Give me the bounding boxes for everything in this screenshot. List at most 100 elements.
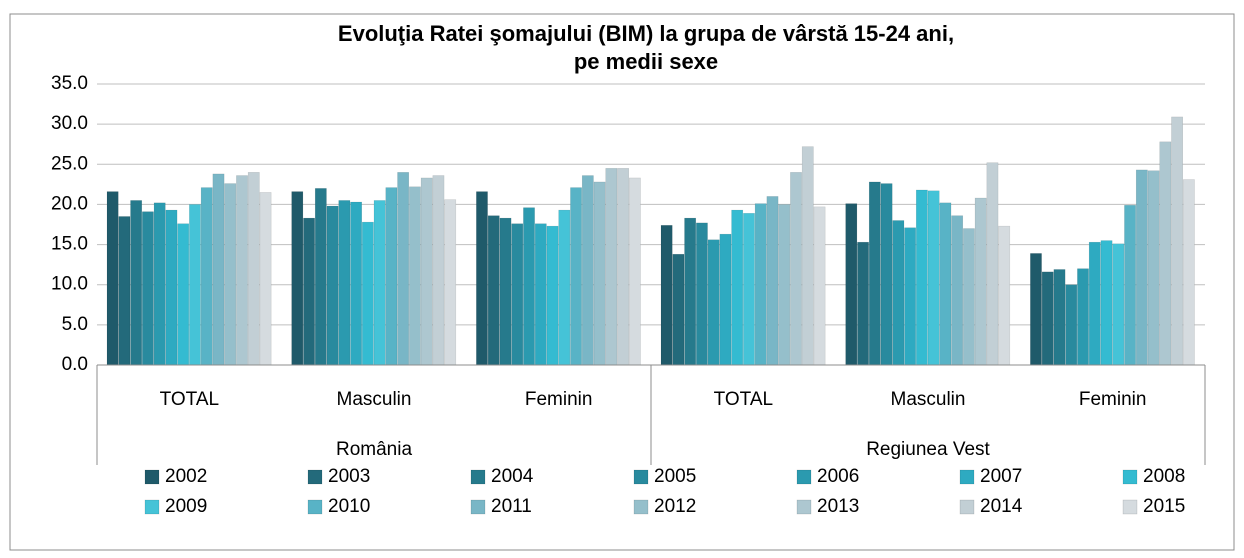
legend-label: 2005 bbox=[654, 466, 696, 487]
y-tick-label: 15.0 bbox=[51, 234, 88, 255]
bar bbox=[487, 215, 500, 366]
bar bbox=[719, 233, 732, 366]
legend-label: 2013 bbox=[817, 496, 859, 517]
bar bbox=[778, 204, 791, 366]
bar bbox=[1147, 170, 1160, 366]
bar bbox=[743, 213, 755, 366]
legend-label: 2014 bbox=[980, 496, 1023, 517]
bar bbox=[813, 206, 826, 366]
bar bbox=[790, 172, 802, 366]
bar bbox=[338, 200, 351, 366]
bar bbox=[660, 225, 673, 366]
bar bbox=[177, 223, 190, 366]
legend-swatch bbox=[796, 499, 812, 515]
bar bbox=[696, 222, 708, 366]
bar bbox=[904, 227, 916, 366]
bar bbox=[754, 203, 767, 366]
bar bbox=[130, 200, 143, 366]
legend-swatch bbox=[1122, 499, 1138, 515]
bar bbox=[1100, 240, 1113, 366]
bar bbox=[236, 175, 248, 366]
legend-swatch bbox=[144, 469, 160, 485]
bar bbox=[350, 201, 362, 366]
bar bbox=[927, 190, 940, 366]
bar bbox=[998, 225, 1011, 366]
bar bbox=[189, 204, 201, 366]
bar bbox=[617, 168, 629, 366]
legend-swatch bbox=[470, 469, 486, 485]
legend-swatch bbox=[470, 499, 486, 515]
bar bbox=[857, 241, 869, 366]
bar bbox=[1053, 269, 1066, 366]
bar bbox=[314, 188, 327, 366]
y-tick-label: 0.0 bbox=[62, 354, 88, 375]
y-tick-label: 25.0 bbox=[51, 153, 88, 174]
bar bbox=[986, 162, 999, 366]
legend-label: 2003 bbox=[328, 466, 370, 487]
legend-label: 2009 bbox=[165, 496, 207, 517]
bar bbox=[570, 187, 582, 366]
bar bbox=[880, 183, 893, 366]
legend-label: 2006 bbox=[817, 466, 859, 487]
bar bbox=[1077, 268, 1089, 366]
bar bbox=[684, 217, 697, 366]
bar bbox=[1135, 169, 1148, 366]
legend-label: 2015 bbox=[1143, 496, 1185, 517]
x-tick-label: Feminin bbox=[525, 389, 593, 410]
bar bbox=[106, 191, 119, 366]
legend-label: 2008 bbox=[1143, 466, 1185, 487]
legend-label: 2010 bbox=[328, 496, 370, 517]
bar bbox=[224, 183, 237, 366]
legend-swatch bbox=[1122, 469, 1138, 485]
bar bbox=[373, 200, 386, 366]
bar bbox=[432, 175, 445, 366]
bar bbox=[291, 191, 304, 366]
bar bbox=[707, 239, 720, 366]
legend-swatch bbox=[144, 499, 160, 515]
x-tick-label: Masculin bbox=[337, 389, 412, 410]
bar bbox=[420, 177, 433, 366]
bar bbox=[118, 216, 131, 366]
bar bbox=[963, 228, 975, 366]
group-label: Regiunea Vest bbox=[866, 439, 990, 460]
legend-label: 2004 bbox=[491, 466, 534, 487]
legend-swatch bbox=[633, 469, 649, 485]
legend-label: 2011 bbox=[491, 496, 532, 517]
bar bbox=[444, 199, 457, 366]
bar bbox=[511, 223, 524, 366]
group-label: România bbox=[336, 439, 412, 460]
bar bbox=[303, 217, 315, 366]
bar bbox=[974, 197, 987, 366]
bar bbox=[1030, 253, 1042, 366]
bar bbox=[951, 215, 964, 366]
x-tick-label: TOTAL bbox=[160, 389, 219, 410]
bar bbox=[142, 211, 154, 366]
bar bbox=[892, 220, 905, 366]
bar bbox=[534, 223, 547, 366]
legend-swatch bbox=[633, 499, 649, 515]
bar bbox=[247, 172, 260, 366]
bar bbox=[558, 209, 571, 366]
bar bbox=[628, 177, 641, 366]
bar bbox=[1182, 179, 1195, 366]
legend-swatch bbox=[307, 469, 323, 485]
bar bbox=[868, 181, 881, 366]
bar bbox=[385, 187, 398, 366]
bar bbox=[939, 202, 952, 366]
y-tick-label: 10.0 bbox=[51, 274, 88, 295]
y-tick-label: 35.0 bbox=[51, 73, 88, 94]
bar bbox=[397, 172, 410, 366]
legend-swatch bbox=[307, 499, 323, 515]
bar bbox=[801, 146, 814, 366]
bar bbox=[1171, 116, 1183, 366]
bar bbox=[1088, 241, 1101, 366]
y-tick-label: 30.0 bbox=[51, 113, 88, 134]
bar bbox=[731, 209, 744, 366]
bar bbox=[845, 203, 858, 366]
bar bbox=[499, 217, 512, 366]
bar bbox=[581, 175, 594, 366]
legend-label: 2007 bbox=[980, 466, 1022, 487]
bar bbox=[523, 207, 535, 366]
bar bbox=[361, 221, 374, 366]
